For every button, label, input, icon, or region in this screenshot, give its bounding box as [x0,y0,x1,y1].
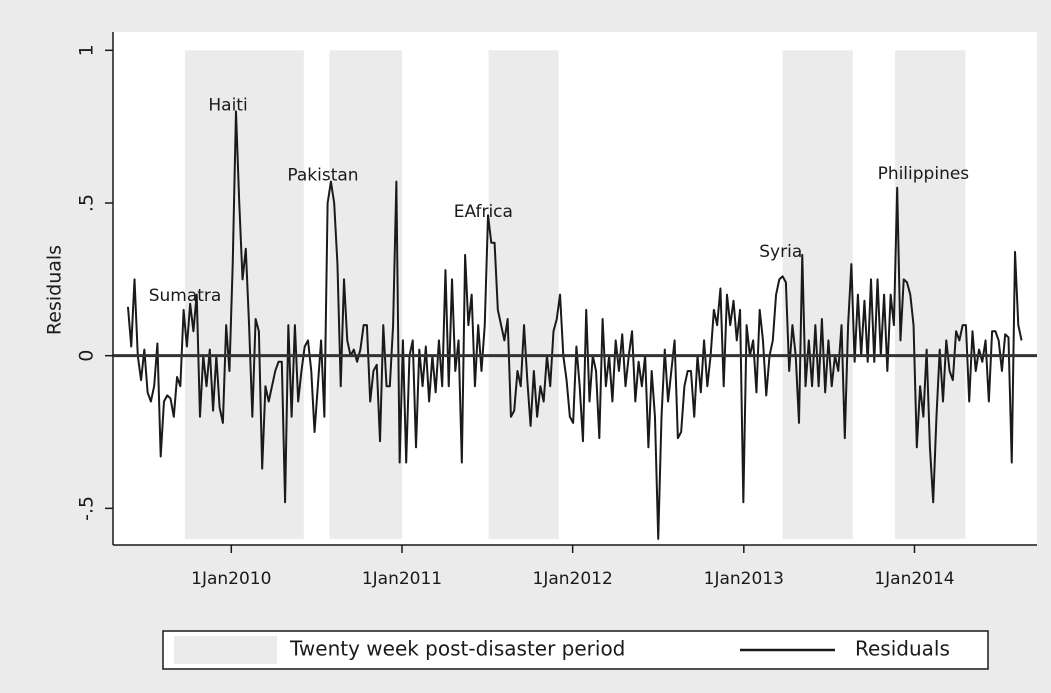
annotation: Pakistan [287,166,358,186]
annotation: Syria [759,242,802,262]
annotation: Sumatra [149,286,222,306]
x-tick-label: 1Jan2014 [874,569,954,589]
x-tick-label: 1Jan2010 [191,569,271,589]
post-disaster-band [488,50,559,539]
residual-line [126,110,1023,540]
x-tick-label: 1Jan2011 [362,569,442,589]
y-tick-label: 1 [76,44,98,56]
annotation: EAfrica [454,202,513,222]
legend-label: Twenty week post-disaster period [289,637,625,661]
legend-swatch [174,636,277,664]
legend [162,630,989,670]
x-tick-label: 1Jan2013 [704,569,784,589]
y-axis-label: Residuals [44,245,66,335]
post-disaster-band [782,50,853,539]
y-tick-label: .5 [76,194,98,212]
annotation: Philippines [878,164,970,184]
post-disaster-band [329,50,402,539]
legend-label: Residuals [855,637,950,661]
x-tick-label: 1Jan2012 [533,569,613,589]
annotation: Haiti [208,95,247,115]
y-tick-label: -.5 [76,496,98,521]
y-tick-label: 0 [76,350,98,362]
